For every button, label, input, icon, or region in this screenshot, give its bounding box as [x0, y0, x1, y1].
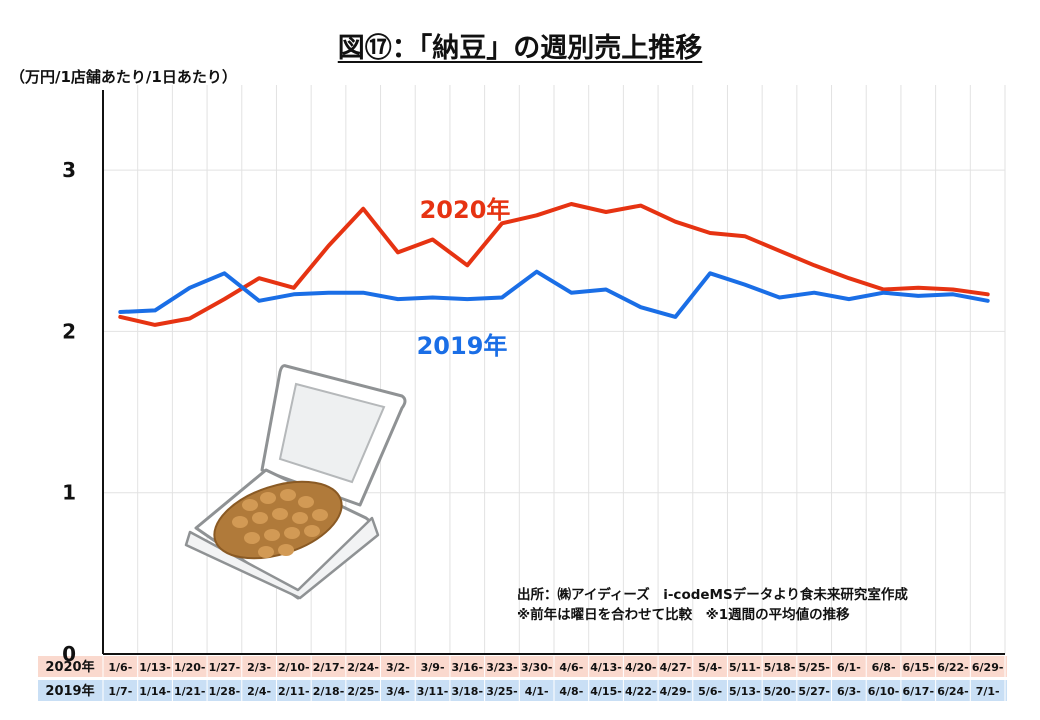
date-tick-label: 3/9-: [421, 661, 445, 674]
date-tick-label: 4/22-: [625, 685, 657, 698]
natto-pack-illustration: [184, 364, 407, 600]
date-tick-label: 3/18-: [451, 685, 483, 698]
date-tick-label: 5/6-: [698, 685, 722, 698]
date-tick-label: 5/11-: [729, 661, 761, 674]
source-note-block: 出所：㈱アイディーズ i-codeMSデータより食未来研究室作成 ※前年は曜日を…: [517, 585, 908, 625]
date-tick-label: 1/13-: [139, 661, 171, 674]
date-tick-label: 4/29-: [660, 685, 692, 698]
date-tick-label: 5/4-: [698, 661, 722, 674]
date-tick-label: 3/25-: [486, 685, 518, 698]
date-tick-label: 4/1-: [525, 685, 549, 698]
date-tick-label: 3/4-: [386, 685, 410, 698]
date-tick-label: 4/13-: [590, 661, 622, 674]
date-tick-label: 1/14-: [139, 685, 171, 698]
date-tick-label: 1/27-: [209, 661, 241, 674]
date-tick-label: 2/3-: [247, 661, 271, 674]
date-tick-label: 4/8-: [559, 685, 583, 698]
date-tick-label: 5/27-: [798, 685, 830, 698]
date-tick-label: 6/15-: [902, 661, 934, 674]
date-row-background: [38, 656, 1007, 677]
date-tick-label: 4/20-: [625, 661, 657, 674]
date-tick-label: 3/11-: [417, 685, 449, 698]
date-tick-label: 1/21-: [174, 685, 206, 698]
date-row-year-label: 2019年: [45, 683, 94, 699]
series-lines: [118, 202, 990, 327]
date-tick-label: 2/24-: [347, 661, 379, 674]
date-tick-label: 5/13-: [729, 685, 761, 698]
y-tick-label: 1: [62, 481, 76, 505]
series-label: 2020年: [420, 196, 511, 224]
date-tick-label: 6/24-: [937, 685, 969, 698]
date-rows: 2020年 1/6- 1/13- 1/20- 1/27- 2/3- 2/10- 2/17- 2/…: [38, 656, 1007, 701]
date-tick-label: 3/16-: [451, 661, 483, 674]
date-tick-label: 6/8-: [872, 661, 896, 674]
y-tick-label: 0: [62, 642, 76, 666]
date-tick-label: 6/3-: [837, 685, 861, 698]
date-tick-label: 5/20-: [764, 685, 796, 698]
date-tick-label: 6/17-: [902, 685, 934, 698]
date-tick-label: 4/27-: [660, 661, 692, 674]
date-tick-label: 6/10-: [868, 685, 900, 698]
date-tick-label: 2/25-: [347, 685, 379, 698]
date-tick-label: 1/6-: [108, 661, 132, 674]
date-tick-label: 1/28-: [209, 685, 241, 698]
date-tick-label: 2/10-: [278, 661, 310, 674]
date-tick-label: 5/25-: [798, 661, 830, 674]
axes: 0 1 2 3: [62, 90, 1005, 666]
date-tick-label: 2/17-: [313, 661, 345, 674]
date-tick-label: 6/1-: [837, 661, 861, 674]
date-tick-label: 6/29-: [972, 661, 1004, 674]
y-axis-unit-label: （万円/1店舗あたり/1日あたり）: [10, 68, 237, 86]
date-tick-label: 7/1-: [976, 685, 1000, 698]
date-tick-label: 5/18-: [764, 661, 796, 674]
date-tick-label: 3/30-: [521, 661, 553, 674]
date-tick-label: 2/18-: [313, 685, 345, 698]
date-tick-label: 3/2-: [386, 661, 410, 674]
date-tick-label: 2/4-: [247, 685, 271, 698]
date-tick-label: 4/6-: [559, 661, 583, 674]
series-line: [118, 202, 990, 327]
series-labels: 2020年 2019年: [417, 196, 511, 360]
series-label: 2019年: [417, 332, 508, 360]
date-row-background: [38, 680, 1007, 701]
y-tick-label: 3: [62, 158, 76, 182]
y-tick-label: 2: [62, 319, 76, 343]
chart-title: 図⑰：「納豆」の週別売上推移: [337, 33, 703, 64]
gridlines: [103, 85, 1006, 654]
date-tick-label: 3/23-: [486, 661, 518, 674]
date-row-year-label: 2020年: [45, 659, 94, 675]
date-tick-label: 4/15-: [590, 685, 622, 698]
series-line: [118, 269, 990, 319]
date-tick-label: 1/20-: [174, 661, 206, 674]
date-tick-label: 2/11-: [278, 685, 310, 698]
source-note: 出所：㈱アイディーズ i-codeMSデータより食未来研究室作成: [517, 587, 908, 603]
remarks-note: ※前年は曜日を合わせて比較 ※1週間の平均値の推移: [517, 607, 850, 623]
date-tick-label: 6/22-: [937, 661, 969, 674]
date-tick-label: 1/7-: [108, 685, 132, 698]
